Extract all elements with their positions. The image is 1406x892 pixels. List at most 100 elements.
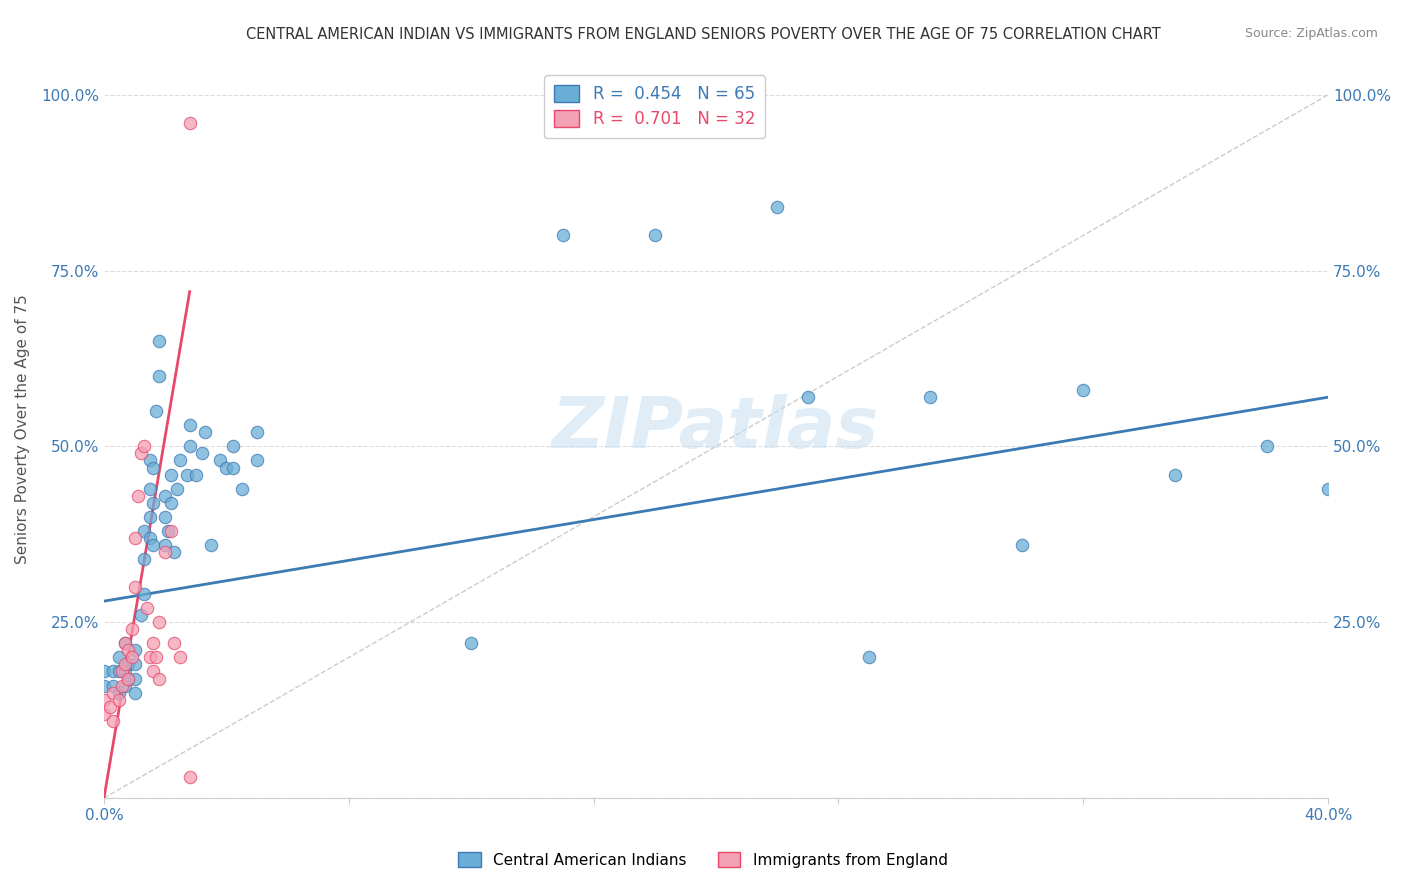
Point <box>132 552 155 566</box>
Point <box>191 446 214 460</box>
Point <box>108 665 131 679</box>
Point <box>93 679 115 693</box>
Point <box>139 650 162 665</box>
Point <box>153 509 176 524</box>
Point <box>148 334 170 348</box>
Point <box>221 439 243 453</box>
Point <box>124 685 146 699</box>
Point <box>111 679 134 693</box>
Point <box>129 446 152 460</box>
Point <box>101 714 124 728</box>
Point <box>132 439 155 453</box>
Point <box>551 228 574 243</box>
Point <box>148 615 170 630</box>
Y-axis label: Seniors Poverty Over the Age of 75: Seniors Poverty Over the Age of 75 <box>15 294 30 564</box>
Point <box>1317 482 1340 496</box>
Text: CENTRAL AMERICAN INDIAN VS IMMIGRANTS FROM ENGLAND SENIORS POVERTY OVER THE AGE : CENTRAL AMERICAN INDIAN VS IMMIGRANTS FR… <box>246 27 1160 42</box>
Point <box>139 482 162 496</box>
Point <box>93 665 115 679</box>
Point <box>124 580 146 594</box>
Point <box>153 489 176 503</box>
Point <box>142 460 165 475</box>
Point <box>93 706 115 721</box>
Point <box>145 404 167 418</box>
Point <box>920 390 942 404</box>
Point <box>231 482 253 496</box>
Point <box>209 453 232 467</box>
Point <box>121 650 143 665</box>
Point <box>246 425 269 440</box>
Point <box>114 657 136 672</box>
Point <box>644 228 666 243</box>
Point <box>179 116 201 130</box>
Point <box>200 538 222 552</box>
Point <box>166 482 188 496</box>
Point <box>148 369 170 384</box>
Point <box>766 200 789 214</box>
Point <box>858 650 880 665</box>
Point <box>460 636 482 650</box>
Point <box>117 672 139 686</box>
Point <box>179 418 201 433</box>
Text: Source: ZipAtlas.com: Source: ZipAtlas.com <box>1244 27 1378 40</box>
Point <box>145 650 167 665</box>
Point <box>108 692 131 706</box>
Point <box>114 679 136 693</box>
Legend: R =  0.454   N = 65, R =  0.701   N = 32: R = 0.454 N = 65, R = 0.701 N = 32 <box>544 75 765 138</box>
Point <box>142 496 165 510</box>
Point <box>124 657 146 672</box>
Point <box>194 425 217 440</box>
Point <box>169 453 191 467</box>
Point <box>124 643 146 657</box>
Point <box>160 467 183 482</box>
Point <box>93 692 115 706</box>
Point <box>797 390 820 404</box>
Legend: Central American Indians, Immigrants from England: Central American Indians, Immigrants fro… <box>451 844 955 875</box>
Point <box>1256 439 1278 453</box>
Point <box>163 545 186 559</box>
Point <box>108 650 131 665</box>
Point <box>1071 383 1094 397</box>
Point <box>108 685 131 699</box>
Text: ZIPatlas: ZIPatlas <box>553 394 880 463</box>
Point <box>117 657 139 672</box>
Point <box>132 587 155 601</box>
Point <box>124 531 146 545</box>
Point <box>135 601 157 615</box>
Point <box>114 636 136 650</box>
Point <box>153 545 176 559</box>
Point <box>157 524 180 538</box>
Point <box>139 453 162 467</box>
Point <box>142 665 165 679</box>
Point <box>132 524 155 538</box>
Point <box>160 524 183 538</box>
Point <box>114 665 136 679</box>
Point <box>127 489 149 503</box>
Point <box>153 538 176 552</box>
Point <box>1164 467 1187 482</box>
Point <box>163 636 186 650</box>
Point <box>98 699 121 714</box>
Point <box>246 453 269 467</box>
Point <box>148 672 170 686</box>
Point <box>160 496 183 510</box>
Point <box>129 608 152 623</box>
Point <box>179 770 201 784</box>
Point <box>121 622 143 636</box>
Point <box>184 467 207 482</box>
Point <box>101 679 124 693</box>
Point <box>142 538 165 552</box>
Point <box>111 665 134 679</box>
Point <box>117 672 139 686</box>
Point <box>139 531 162 545</box>
Point <box>139 509 162 524</box>
Point <box>221 460 243 475</box>
Point <box>124 672 146 686</box>
Point <box>117 643 139 657</box>
Point <box>101 665 124 679</box>
Point <box>1011 538 1033 552</box>
Point <box>215 460 238 475</box>
Point <box>179 439 201 453</box>
Point <box>142 636 165 650</box>
Point <box>169 650 191 665</box>
